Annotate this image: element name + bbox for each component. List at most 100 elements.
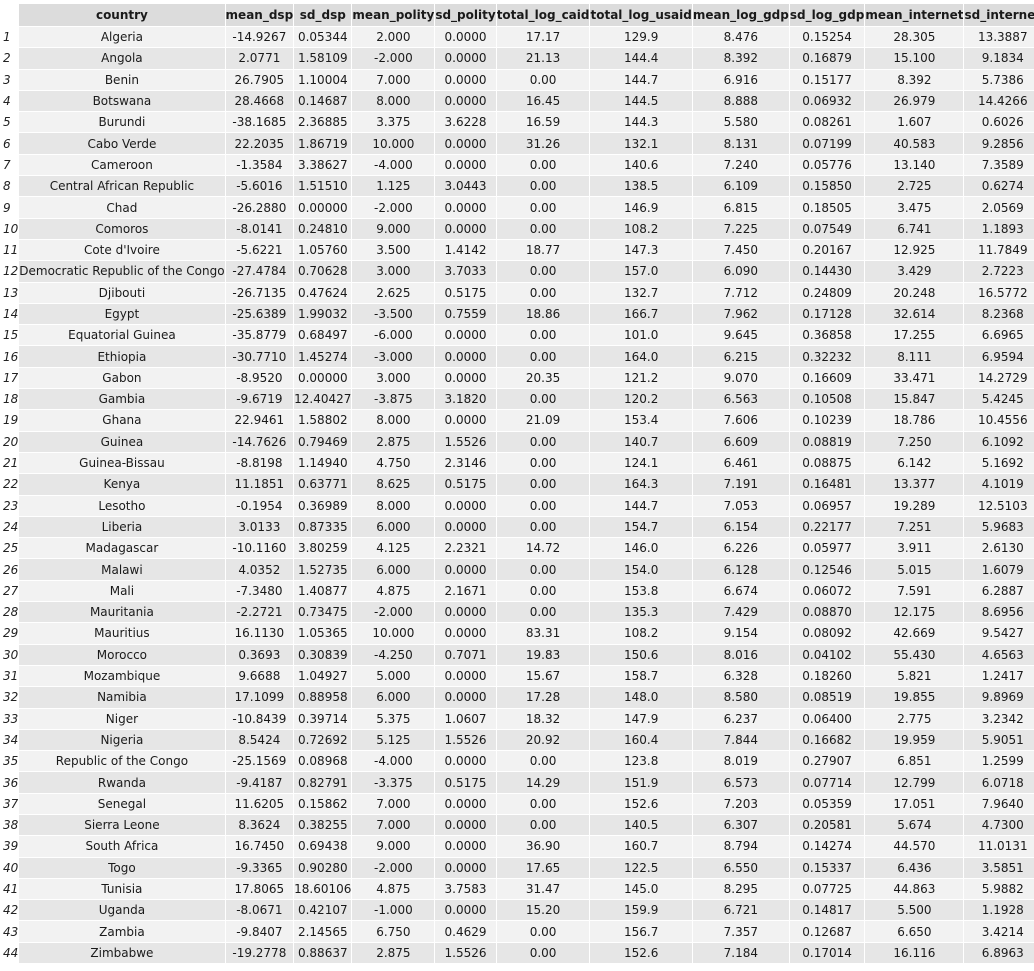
cell-mean-dsp[interactable]: -8.0671 [225, 900, 294, 921]
cell-mean-dsp[interactable]: -25.1569 [225, 751, 294, 772]
cell-mean-log-gdp[interactable]: 8.580 [692, 687, 789, 708]
table-row[interactable]: 19 Ghana 22.9461 1.58802 8.000 0.0000 21.09 153… [1, 410, 1034, 431]
cell-mean-log-gdp[interactable]: 7.240 [692, 154, 789, 176]
cell-mean-polity[interactable]: 7.000 [352, 814, 435, 836]
cell-country[interactable]: Guinea-Bissau [19, 452, 225, 474]
cell-total-log-caid[interactable]: 15.20 [496, 900, 590, 921]
cell-mean-polity[interactable]: -1.000 [352, 900, 435, 921]
cell-mean-internet[interactable]: 8.111 [865, 346, 964, 367]
cell-mean-polity[interactable]: -4.250 [352, 644, 435, 665]
table-row[interactable]: 6 Cabo Verde 22.2035 1.86719 10.000 0.0000 31.… [1, 133, 1034, 154]
table-row[interactable]: 35 Republic of the Congo -25.1569 0.08968 -4… [1, 751, 1034, 772]
cell-sd-internet[interactable]: 4.7300 [964, 814, 1034, 836]
cell-country[interactable]: Algeria [19, 27, 225, 48]
cell-sd-dsp[interactable]: 0.47624 [294, 282, 352, 303]
cell-mean-polity[interactable]: -3.000 [352, 346, 435, 367]
cell-sd-polity[interactable]: 3.1820 [435, 389, 496, 410]
cell-sd-log-gdp[interactable]: 0.36858 [789, 325, 865, 346]
cell-mean-polity[interactable]: 9.000 [352, 836, 435, 857]
cell-total-log-caid[interactable]: 0.00 [496, 751, 590, 772]
cell-sd-polity[interactable]: 0.0000 [435, 687, 496, 708]
table-row[interactable]: 15 Equatorial Guinea -35.8779 0.68497 -6.000… [1, 325, 1034, 346]
cell-mean-polity[interactable]: 5.000 [352, 665, 435, 687]
cell-sd-dsp[interactable]: 1.51510 [294, 176, 352, 197]
cell-sd-polity[interactable]: 0.0000 [435, 516, 496, 538]
cell-mean-dsp[interactable]: -19.2778 [225, 942, 294, 964]
cell-sd-polity[interactable]: 0.0000 [435, 154, 496, 176]
cell-sd-polity[interactable]: 0.5175 [435, 474, 496, 495]
cell-mean-polity[interactable]: 3.375 [352, 112, 435, 133]
cell-country[interactable]: Angola [19, 48, 225, 69]
cell-sd-log-gdp[interactable]: 0.14274 [789, 836, 865, 857]
cell-sd-polity[interactable]: 1.0607 [435, 708, 496, 729]
cell-sd-log-gdp[interactable]: 0.06957 [789, 495, 865, 516]
table-row[interactable]: 14 Egypt -25.6389 1.99032 -3.500 0.7559 18.86 1… [1, 303, 1034, 325]
cell-mean-log-gdp[interactable]: 6.609 [692, 431, 789, 452]
cell-mean-dsp[interactable]: -9.4187 [225, 772, 294, 793]
cell-sd-polity[interactable]: 0.0000 [435, 857, 496, 878]
table-row[interactable]: 38 Sierra Leone 8.3624 0.38255 7.000 0.0000 0.… [1, 814, 1034, 836]
cell-total-log-usaid[interactable]: 129.9 [590, 27, 692, 48]
cell-sd-dsp[interactable]: 0.14687 [294, 90, 352, 112]
cell-mean-log-gdp[interactable]: 6.328 [692, 665, 789, 687]
column-header-mean-internet[interactable]: mean_internet [865, 4, 964, 26]
cell-sd-polity[interactable]: 0.4629 [435, 921, 496, 942]
cell-sd-internet[interactable]: 6.1092 [964, 431, 1034, 452]
cell-sd-internet[interactable]: 1.2417 [964, 665, 1034, 687]
cell-total-log-usaid[interactable]: 160.4 [590, 729, 692, 751]
table-row[interactable]: 24 Liberia 3.0133 0.87335 6.000 0.0000 0.00 154… [1, 516, 1034, 538]
cell-mean-dsp[interactable]: 28.4668 [225, 90, 294, 112]
cell-mean-log-gdp[interactable]: 7.450 [692, 239, 789, 261]
cell-total-log-caid[interactable]: 19.83 [496, 644, 590, 665]
cell-mean-dsp[interactable]: 11.6205 [225, 793, 294, 814]
cell-sd-polity[interactable]: 0.0000 [435, 27, 496, 48]
cell-mean-dsp[interactable]: -35.8779 [225, 325, 294, 346]
cell-sd-dsp[interactable]: 0.79469 [294, 431, 352, 452]
cell-country[interactable]: Chad [19, 197, 225, 218]
cell-mean-polity[interactable]: 2.875 [352, 431, 435, 452]
cell-sd-internet[interactable]: 6.0718 [964, 772, 1034, 793]
cell-mean-dsp[interactable]: 17.8065 [225, 878, 294, 900]
cell-mean-polity[interactable]: 6.000 [352, 516, 435, 538]
cell-sd-polity[interactable]: 0.0000 [435, 48, 496, 69]
cell-country[interactable]: Liberia [19, 516, 225, 538]
table-row[interactable]: 43 Zambia -9.8407 2.14565 6.750 0.4629 0.00 156… [1, 921, 1034, 942]
cell-country[interactable]: Cote d'Ivoire [19, 239, 225, 261]
cell-total-log-usaid[interactable]: 148.0 [590, 687, 692, 708]
cell-mean-polity[interactable]: 4.875 [352, 580, 435, 602]
column-header-sd-polity[interactable]: sd_polity [435, 4, 496, 26]
cell-sd-polity[interactable]: 0.0000 [435, 814, 496, 836]
cell-sd-log-gdp[interactable]: 0.16682 [789, 729, 865, 751]
cell-total-log-usaid[interactable]: 122.5 [590, 857, 692, 878]
table-row[interactable]: 42 Uganda -8.0671 0.42107 -1.000 0.0000 15.20 1… [1, 900, 1034, 921]
table-row[interactable]: 26 Malawi 4.0352 1.52735 6.000 0.0000 0.00 154.… [1, 559, 1034, 580]
cell-sd-dsp[interactable]: 0.88637 [294, 942, 352, 964]
cell-mean-internet[interactable]: 2.775 [865, 708, 964, 729]
cell-country[interactable]: Namibia [19, 687, 225, 708]
cell-sd-internet[interactable]: 5.9683 [964, 516, 1034, 538]
cell-sd-polity[interactable]: 0.0000 [435, 602, 496, 623]
cell-sd-dsp[interactable]: 0.38255 [294, 814, 352, 836]
cell-sd-log-gdp[interactable]: 0.15177 [789, 69, 865, 90]
cell-sd-dsp[interactable]: 1.58109 [294, 48, 352, 69]
table-row[interactable]: 34 Nigeria 8.5424 0.72692 5.125 1.5526 20.92 16… [1, 729, 1034, 751]
cell-mean-log-gdp[interactable]: 6.674 [692, 580, 789, 602]
cell-country[interactable]: Cameroon [19, 154, 225, 176]
cell-sd-dsp[interactable]: 1.04927 [294, 665, 352, 687]
cell-country[interactable]: Gambia [19, 389, 225, 410]
cell-mean-log-gdp[interactable]: 7.429 [692, 602, 789, 623]
cell-sd-internet[interactable]: 2.6130 [964, 538, 1034, 559]
cell-total-log-usaid[interactable]: 145.0 [590, 878, 692, 900]
cell-mean-internet[interactable]: 2.725 [865, 176, 964, 197]
cell-mean-log-gdp[interactable]: 7.606 [692, 410, 789, 431]
cell-mean-dsp[interactable]: -14.7626 [225, 431, 294, 452]
cell-mean-dsp[interactable]: 8.3624 [225, 814, 294, 836]
cell-total-log-usaid[interactable]: 164.3 [590, 474, 692, 495]
cell-sd-internet[interactable]: 4.6563 [964, 644, 1034, 665]
cell-mean-dsp[interactable]: 4.0352 [225, 559, 294, 580]
cell-country[interactable]: Equatorial Guinea [19, 325, 225, 346]
table-row[interactable]: 40 Togo -9.3365 0.90280 -2.000 0.0000 17.65 122… [1, 857, 1034, 878]
cell-mean-internet[interactable]: 28.305 [865, 27, 964, 48]
cell-sd-dsp[interactable]: 1.99032 [294, 303, 352, 325]
cell-sd-polity[interactable]: 1.5526 [435, 431, 496, 452]
